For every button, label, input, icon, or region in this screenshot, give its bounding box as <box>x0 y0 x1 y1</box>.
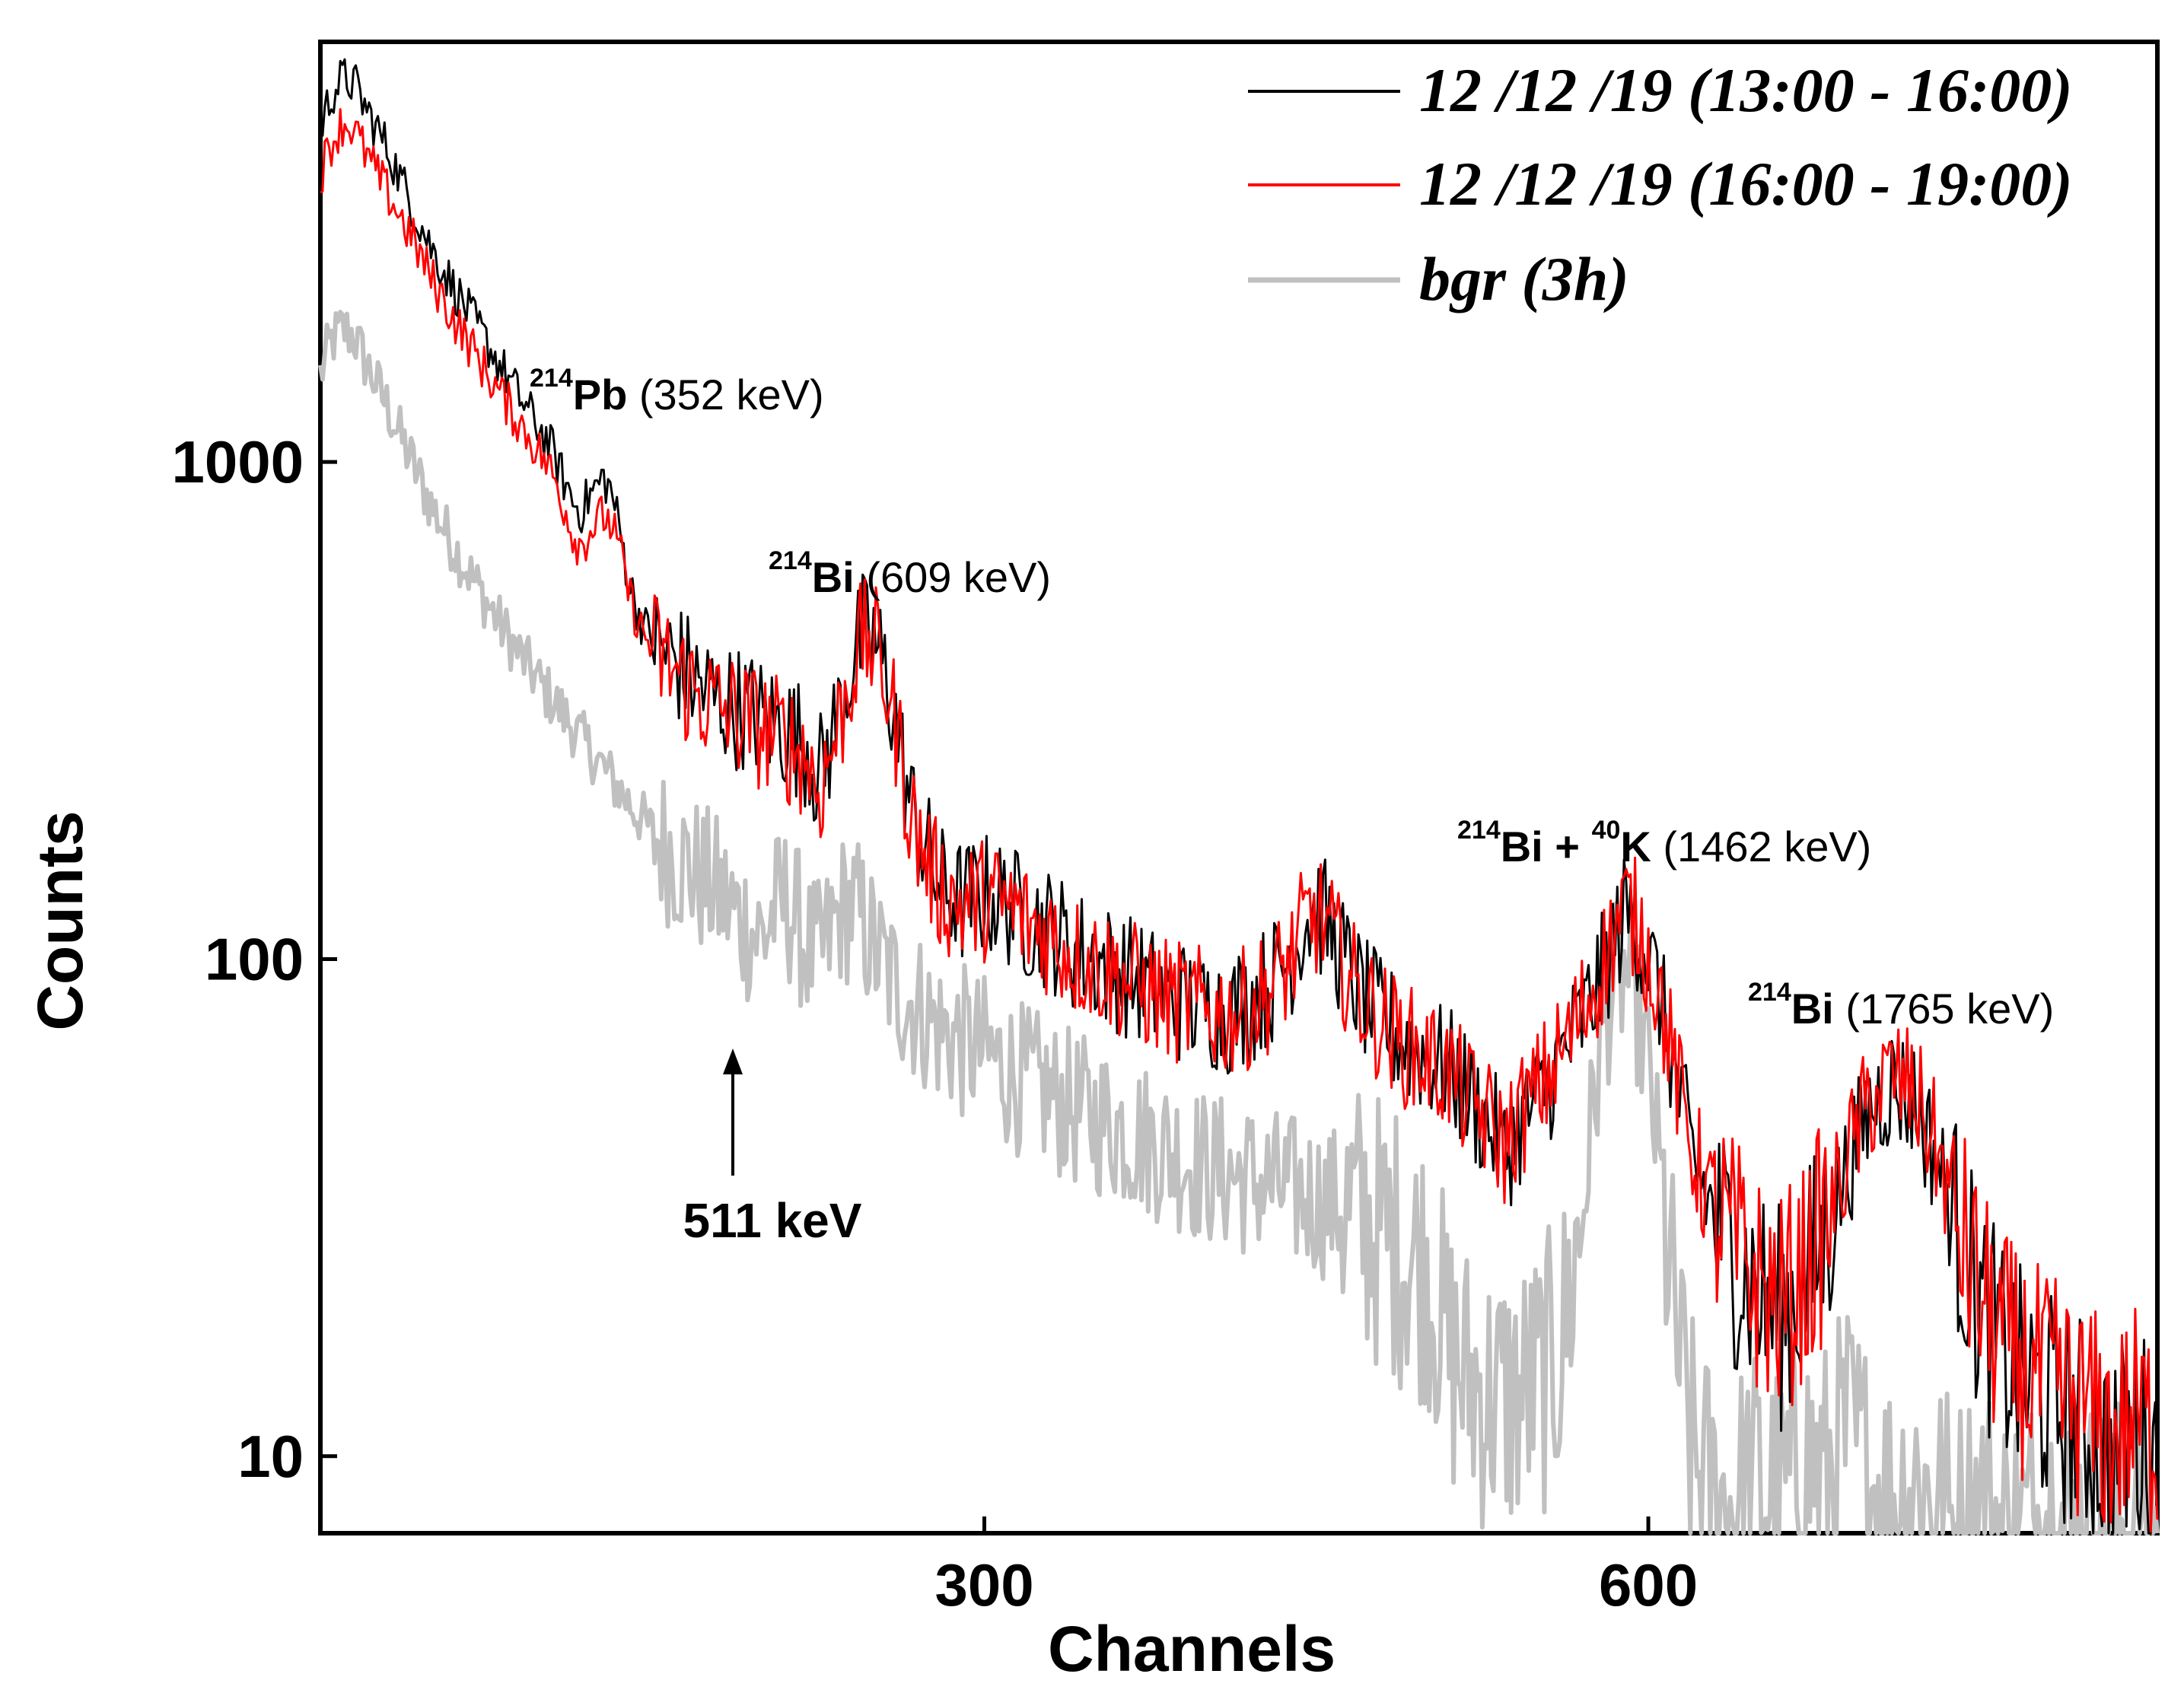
series-line-2 <box>320 108 2159 1533</box>
legend-label-3: bgr (3h) <box>1419 244 1629 313</box>
ticks-layer: 300 600 10 100 1000 <box>171 428 1698 1618</box>
annotation-511: 511 keV <box>683 1193 862 1248</box>
x-tick-label: 600 <box>1599 1551 1698 1618</box>
y-tick-label: 1000 <box>171 428 304 495</box>
series-line-3 <box>318 310 2160 1535</box>
legend-label-2: 12 /12 /19 (16:00 - 19:00) <box>1419 149 2073 218</box>
annotation-bi214-1765: 214Bi (1765 keV) <box>1748 978 2054 1033</box>
annotation-bi214-k40: 214Bi + 40K (1462 keV) <box>1457 816 1871 870</box>
x-axis-title: Channels <box>1048 1613 1336 1685</box>
plot-area <box>318 40 2160 1535</box>
annotation-pb214: 214Pb (352 keV) <box>530 364 824 418</box>
annotation-bi214-609: 214Bi (609 keV) <box>769 546 1051 601</box>
annotation-511-arrow <box>723 1049 743 1176</box>
y-tick-label: 10 <box>237 1423 304 1490</box>
legend: 12 /12 /19 (13:00 - 16:00) 12 /12 /19 (1… <box>1248 56 2073 313</box>
y-axis-title: Counts <box>24 810 96 1030</box>
legend-label-1: 12 /12 /19 (13:00 - 16:00) <box>1419 56 2073 125</box>
y-tick-label: 100 <box>205 925 304 992</box>
x-tick-label: 300 <box>934 1551 1033 1618</box>
series-layer <box>318 58 2160 1535</box>
